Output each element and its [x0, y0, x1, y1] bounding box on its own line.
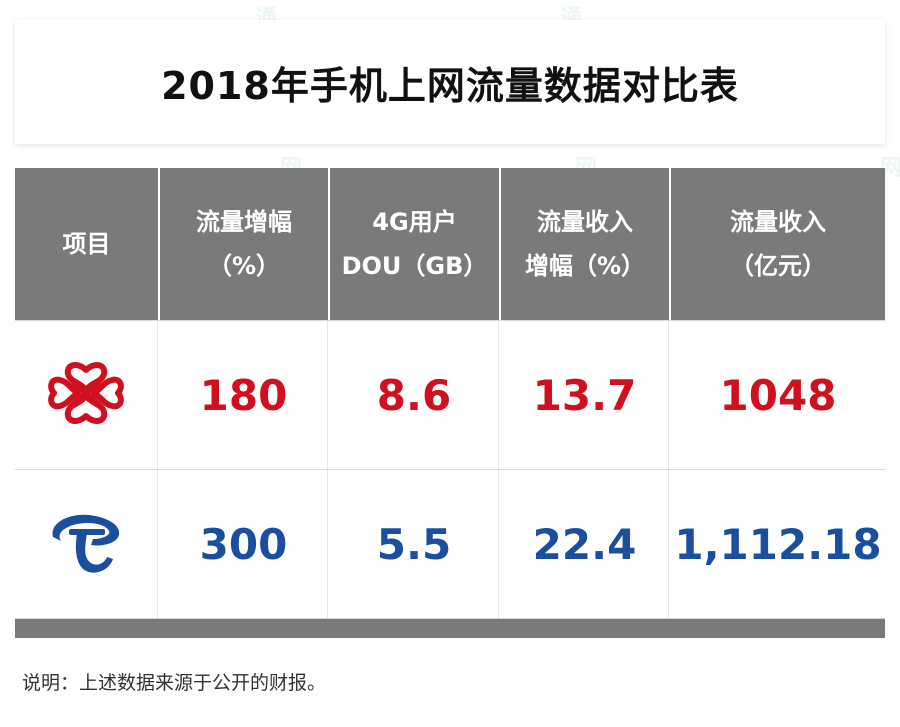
header-cell-revenue: 流量收入 （亿元）	[671, 168, 885, 320]
operator-logo-cell	[15, 470, 158, 618]
header-line: 流量收入	[536, 208, 633, 236]
dou-value: 8.6	[376, 370, 452, 420]
header-cell-revenue-growth: 流量收入 增幅（%）	[501, 168, 669, 320]
header-line: （%）	[207, 252, 281, 280]
header-line: 流量增幅	[196, 208, 292, 236]
header-line: 流量收入	[730, 208, 826, 236]
operator-logo-cell	[15, 321, 158, 469]
dou-value: 5.5	[376, 519, 452, 569]
table-row: 180 8.6 13.7 1048	[15, 321, 885, 469]
table-footer-bar	[15, 619, 885, 638]
revenue-growth-value: 13.7	[532, 370, 637, 420]
page-title: 2018年手机上网流量数据对比表	[161, 63, 739, 108]
header-cell-traffic-growth: 流量增幅 （%）	[160, 168, 328, 320]
revenue-growth-value: 22.4	[532, 519, 637, 569]
header-line: 增幅（%）	[524, 252, 646, 280]
revenue-value: 1048	[719, 370, 837, 420]
china-unicom-logo-icon	[44, 358, 128, 432]
header-cell-item: 项目	[15, 168, 158, 320]
table-row: 300 5.5 22.4 1,112.18	[15, 470, 885, 618]
title-panel: 2018年手机上网流量数据对比表	[15, 20, 885, 144]
comparison-table: 项目 流量增幅 （%） 4G用户 DOU（GB） 流量收入 增幅（%） 流量收入…	[15, 168, 885, 638]
header-line: 项目	[62, 230, 111, 258]
table-header-row: 项目 流量增幅 （%） 4G用户 DOU（GB） 流量收入 增幅（%） 流量收入…	[15, 168, 885, 320]
source-note: 说明：上述数据来源于公开的财报。	[22, 672, 327, 694]
header-line: （亿元）	[730, 252, 826, 280]
traffic-growth-value: 300	[199, 519, 288, 569]
revenue-value: 1,112.18	[674, 519, 882, 569]
header-line: 4G用户	[372, 208, 457, 236]
header-line: DOU（GB）	[341, 252, 488, 280]
header-cell-4g-dou: 4G用户 DOU（GB）	[330, 168, 499, 320]
traffic-growth-value: 180	[199, 370, 288, 420]
china-telecom-logo-icon	[47, 507, 125, 581]
